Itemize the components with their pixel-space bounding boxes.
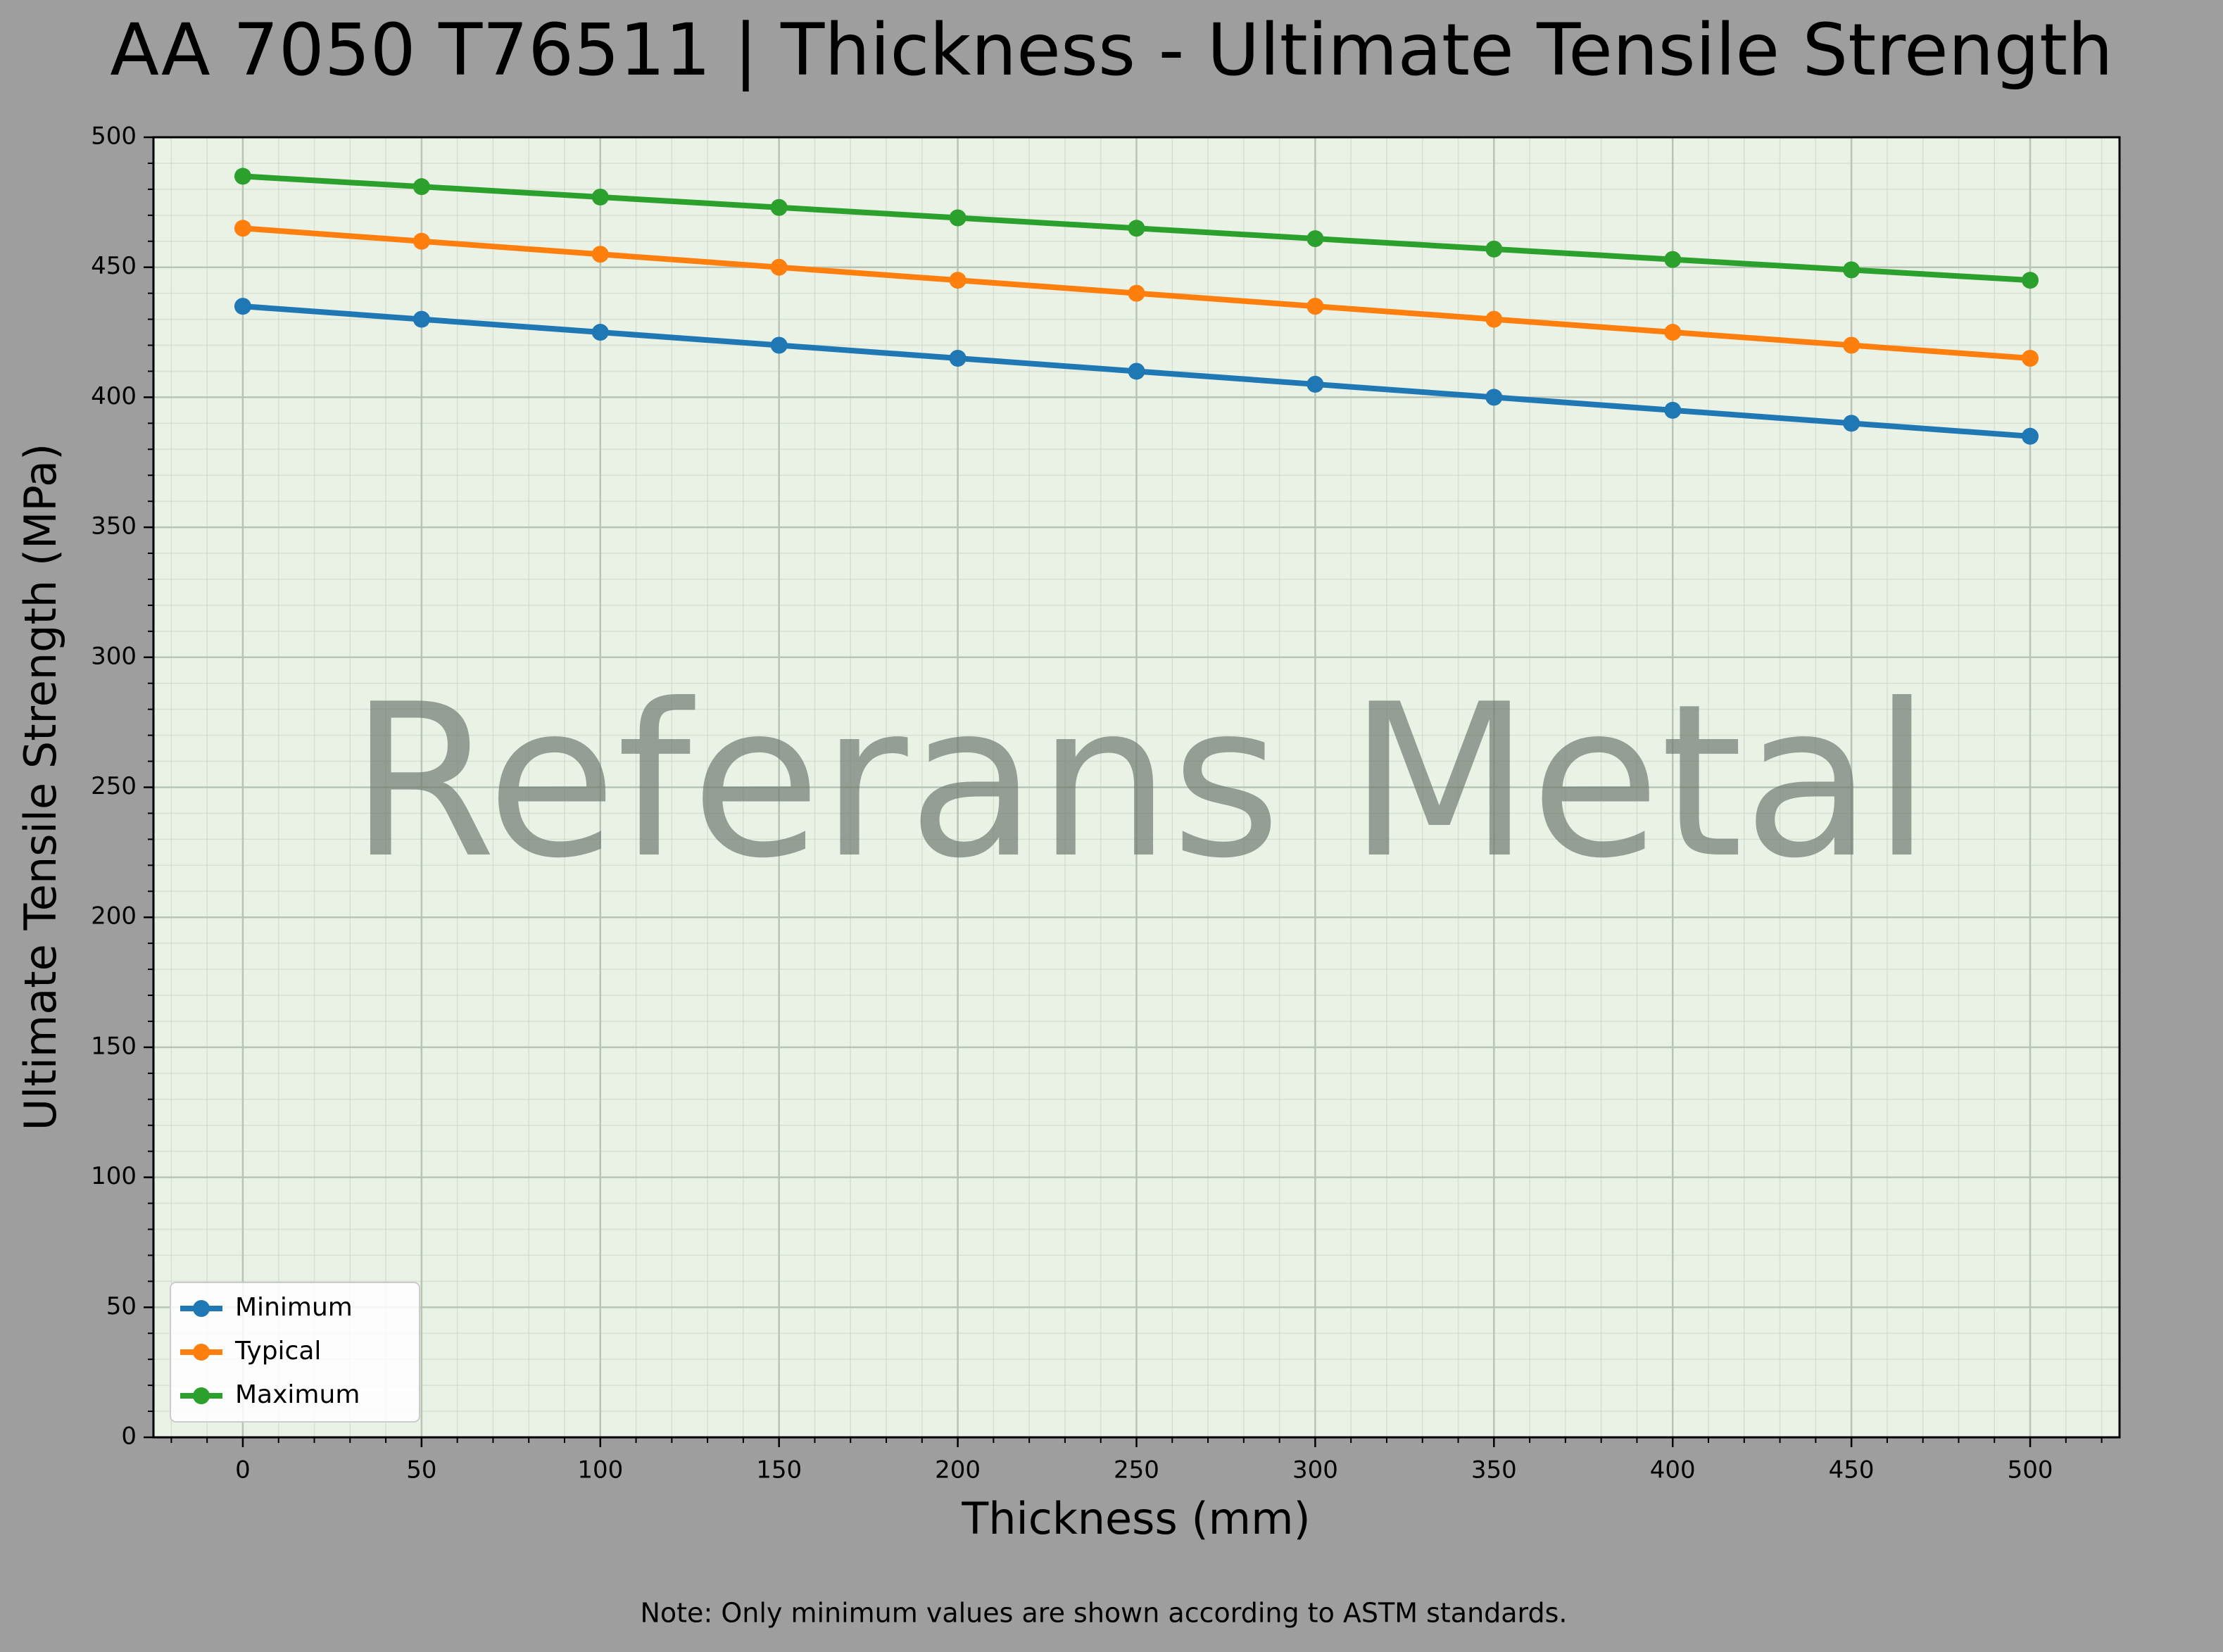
data-point [1306,230,1324,248]
data-point [591,324,609,341]
y-tick-label: 300 [91,642,137,670]
data-point [2022,349,2039,367]
data-point [770,258,788,276]
data-point [1306,298,1324,315]
data-point [1843,415,1860,432]
data-point [413,232,430,250]
data-point [1485,240,1503,258]
data-point [2022,272,2039,289]
x-tick-label: 50 [406,1456,436,1484]
x-tick-label: 150 [756,1456,802,1484]
data-point [234,168,251,185]
data-point [770,198,788,216]
legend-marker [193,1300,210,1317]
data-point [234,298,251,315]
chart-title: AA 7050 T76511 | Thickness - Ultimate Te… [110,8,2113,92]
data-point [1485,310,1503,328]
y-tick-label: 150 [91,1032,137,1060]
watermark: Referans Metal [350,659,1932,904]
y-axis-label: Ultimate Tensile Strength (MPa) [15,443,66,1130]
y-tick-label: 200 [91,902,137,931]
data-point [1664,251,1682,268]
x-axis-label: Thickness (mm) [961,1493,1310,1544]
y-tick-label: 100 [91,1162,137,1190]
y-tick-label: 500 [91,122,137,151]
y-tick-label: 400 [91,382,137,410]
x-tick-label: 200 [935,1456,981,1484]
data-point [413,310,430,328]
data-point [770,336,788,354]
series-group [234,168,2039,445]
data-point [234,220,251,237]
data-point [591,188,609,206]
note: Note: Only minimum values are shown acco… [640,1598,1567,1629]
x-tick-label: 400 [1650,1456,1696,1484]
y-tick-label: 350 [91,512,137,541]
data-point [949,349,966,367]
legend: Minimum Typical Maximum [170,1282,420,1423]
legend-label: Maximum [235,1380,360,1409]
data-point [1128,362,1145,380]
x-tick-label: 100 [577,1456,623,1484]
data-point [2022,427,2039,445]
data-point [1128,220,1145,237]
x-tick-label: 450 [1829,1456,1875,1484]
data-point [949,272,966,289]
legend-marker [193,1344,210,1361]
data-point [1128,284,1145,302]
data-point [1306,375,1324,393]
x-tick-label: 0 [235,1456,251,1484]
data-point [949,209,966,227]
data-point [1664,324,1682,341]
data-point [591,246,609,263]
data-point [1843,336,1860,354]
y-tick-label: 0 [121,1423,137,1451]
x-tick-label: 250 [1114,1456,1159,1484]
x-tick-label: 500 [2008,1456,2053,1484]
legend-box [170,1282,420,1423]
data-point [1664,401,1682,419]
legend-label: Typical [234,1337,321,1366]
legend-marker [193,1387,210,1404]
x-tick-label: 350 [1471,1456,1517,1484]
x-tick-label: 300 [1292,1456,1338,1484]
y-tick-label: 450 [91,252,137,280]
legend-label: Minimum [235,1293,353,1322]
data-point [413,178,430,196]
y-tick-label: 50 [106,1292,137,1320]
y-tick-label: 250 [91,772,137,800]
data-point [1843,261,1860,279]
data-point [1485,389,1503,406]
